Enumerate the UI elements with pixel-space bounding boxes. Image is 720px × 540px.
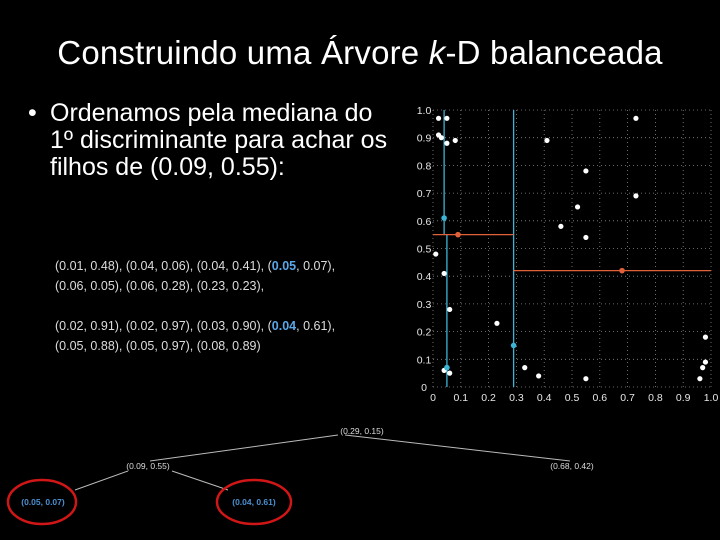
data-point — [633, 193, 639, 199]
y-tick-label: 0.8 — [417, 160, 432, 172]
split-point-blue — [441, 215, 447, 221]
data-point — [433, 251, 439, 257]
x-tick-label: 0.1 — [453, 392, 468, 404]
x-tick-label: 0.2 — [481, 392, 496, 404]
tree-edge-left-left — [74, 470, 129, 491]
x-tick-label: 0.4 — [537, 392, 552, 404]
data-point — [583, 168, 589, 174]
data-point — [558, 223, 564, 229]
data-point — [441, 270, 447, 277]
y-tick-label: 0.4 — [417, 271, 432, 283]
right-subset-list: (0.02, 0.91), (0.02, 0.97), (0.03, 0.90)… — [55, 316, 335, 356]
x-tick-label: 0 — [430, 392, 436, 404]
y-tick-label: 0.1 — [417, 354, 432, 366]
left-subset-list: (0.01, 0.48), (0.04, 0.06), (0.04, 0.41)… — [55, 256, 335, 296]
highlight-circle-right — [215, 478, 293, 526]
data-point — [435, 115, 442, 121]
x-tick-label: 1.0 — [704, 392, 719, 404]
tree-edge-left-right — [171, 470, 229, 491]
y-tick-label: 0.7 — [417, 188, 432, 200]
bullet-symbol: • — [28, 99, 37, 127]
highlight-circle-left — [6, 478, 78, 526]
split-point-blue — [444, 364, 450, 371]
data-point — [438, 135, 444, 141]
x-tick-label: 0.7 — [620, 392, 635, 404]
y-tick-label: 0.9 — [417, 133, 432, 145]
x-tick-label: 0.8 — [648, 392, 663, 404]
y-tick-label: 0.2 — [417, 327, 432, 339]
tree-edge-root-left — [149, 434, 339, 462]
y-tick-label: 0.5 — [417, 244, 432, 256]
right-subset-line-1: (0.02, 0.91), (0.02, 0.97), (0.03, 0.90)… — [55, 319, 336, 333]
data-point — [447, 370, 453, 376]
x-tick-label: 0.3 — [509, 392, 524, 404]
data-point — [700, 365, 706, 371]
split-point-blue — [510, 342, 517, 349]
bullet-text: Ordenamos pela mediana do 1º discriminan… — [50, 99, 388, 181]
y-tick-label: 1.0 — [417, 105, 432, 117]
data-point — [447, 306, 453, 313]
data-point — [702, 334, 709, 340]
data-point — [574, 204, 581, 210]
data-point — [536, 373, 542, 379]
data-point — [444, 115, 450, 121]
x-tick-label: 0.5 — [565, 392, 580, 404]
data-point — [544, 137, 550, 144]
data-point — [494, 320, 500, 326]
data-point — [444, 140, 450, 146]
tree-node-root: (0.29, 0.15) — [340, 426, 384, 436]
split-point-orange — [619, 267, 625, 274]
data-point — [697, 376, 703, 382]
tree-node-left: (0.09, 0.55) — [126, 461, 170, 471]
left-subset-line-1: (0.01, 0.48), (0.04, 0.06), (0.04, 0.41)… — [55, 259, 336, 273]
left-subset-line-2: (0.06, 0.05), (0.06, 0.28), (0.23, 0.23)… — [55, 279, 265, 293]
right-subset-line-2: (0.05, 0.88), (0.05, 0.97), (0.08, 0.89) — [55, 339, 261, 353]
tree-node-right: (0.68, 0.42) — [550, 461, 594, 471]
tree-node-left-right: (0.04, 0.61) — [232, 497, 276, 507]
tree-node-left-left: (0.05, 0.07) — [21, 497, 65, 507]
data-point — [583, 234, 589, 241]
data-point — [522, 365, 528, 371]
y-tick-label: 0.3 — [417, 299, 432, 311]
tree-edge-root-right — [344, 434, 571, 462]
slide-title: Construindo uma Árvore k-D balanceada — [57, 34, 663, 71]
data-point — [452, 137, 458, 144]
data-point — [633, 115, 639, 121]
y-tick-label: 0.6 — [417, 216, 432, 228]
data-point — [702, 359, 709, 365]
x-tick-label: 0.6 — [592, 392, 607, 404]
split-point-orange — [455, 231, 461, 238]
x-tick-label: 0.9 — [676, 392, 691, 404]
data-point — [583, 376, 589, 382]
y-tick-label: 0 — [421, 382, 427, 394]
